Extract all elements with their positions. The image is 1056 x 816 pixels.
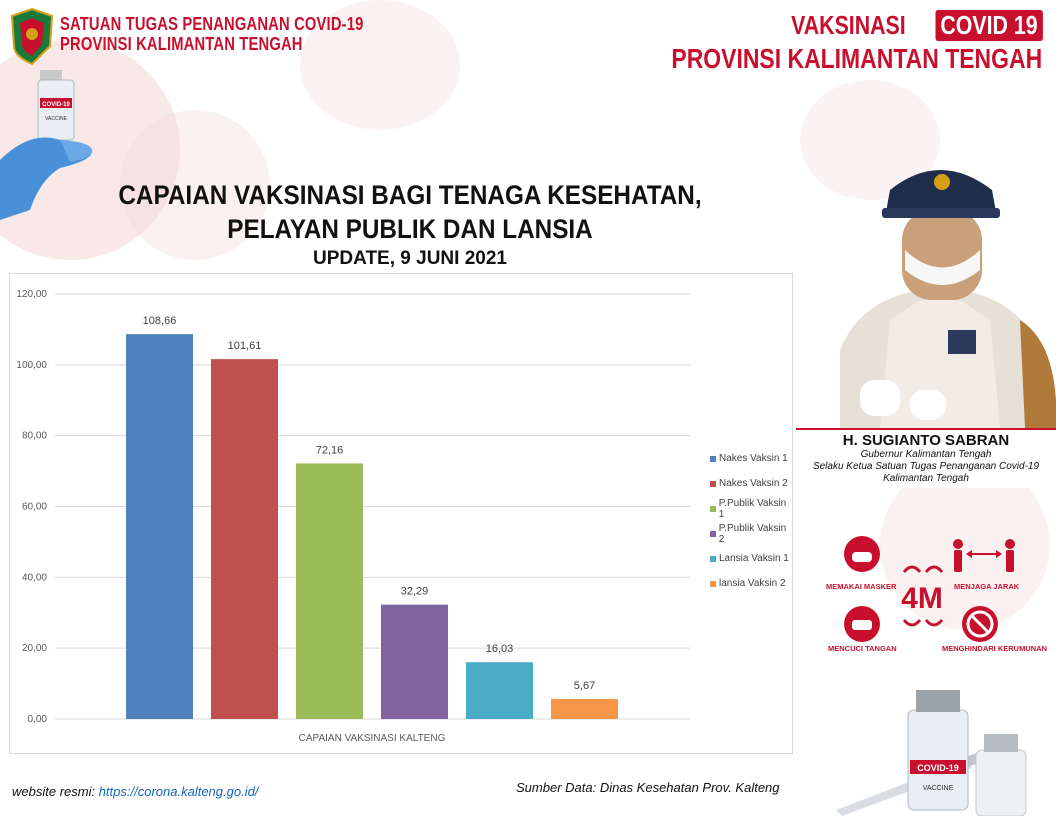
header-province: PROVINSI KALIMANTAN TENGAH	[671, 43, 1042, 74]
y-tick-label: 120,00	[16, 289, 47, 300]
update-date: UPDATE, 9 JUNI 2021	[313, 248, 507, 269]
vaccine-vial-label-2: VACCINE	[45, 116, 68, 122]
bar-lansia-vaksin-1	[466, 662, 533, 719]
y-tick-label: 0,00	[28, 714, 48, 725]
legend-swatch	[710, 555, 716, 562]
legend-label: Nakes Vaksin 1	[719, 453, 788, 464]
vaccine-hand-illustration: COVID-19 VACCINE	[0, 70, 93, 220]
governor-role-3: Kalimantan Tengah	[883, 473, 969, 484]
data-label: 16,03	[486, 643, 514, 655]
legend-item: P.Publik Vaksin 1	[710, 496, 792, 521]
legend-label: lansia Vaksin 2	[719, 578, 786, 589]
legend-label: Lansia Vaksin 1	[719, 553, 789, 564]
legend-swatch	[710, 580, 716, 587]
legend-swatch	[710, 455, 716, 462]
website-info: website resmi: https://corona.kalteng.go…	[12, 784, 258, 799]
y-tick-label: 40,00	[22, 572, 47, 583]
protocol-distance-label: MENJAGA JARAK	[954, 582, 1020, 591]
data-label: 5,67	[574, 680, 595, 692]
governor-portrait	[840, 170, 1056, 428]
bar-p-publik-vaksin-1	[296, 463, 363, 719]
y-tick-label: 80,00	[22, 431, 47, 442]
legend-label: P.Publik Vaksin 2	[718, 522, 787, 545]
org-title-line1: SATUAN TUGAS PENANGANAN COVID-19	[60, 14, 364, 34]
background-virus-blob	[300, 0, 460, 130]
governor-caption: H. SUGIANTO SABRAN Gubernur Kalimantan T…	[796, 428, 1056, 488]
y-tick-label: 60,00	[22, 502, 47, 513]
legend-item: Lansia Vaksin 1	[710, 546, 792, 571]
legend-swatch	[710, 530, 716, 537]
x-category-label: CAPAIAN VAKSINASI KALTENG	[299, 733, 446, 744]
governor-role-1: Gubernur Kalimantan Tengah	[860, 449, 992, 460]
data-label: 108,66	[143, 315, 177, 327]
chart-title-line2: PELAYAN PUBLIK DAN LANSIA	[227, 214, 593, 244]
protocol-wash-label: MENCUCI TANGAN	[828, 644, 897, 653]
background-virus-blob	[880, 460, 1050, 630]
header-vaksinasi: VAKSINASI	[790, 10, 906, 40]
bar-chart: 0,00 20,00 40,00 60,00 80,00 100,00 120,00 108,…	[16, 289, 690, 744]
protocol-crowd-label: MENGHINDARI KERUMUNAN	[942, 644, 1047, 653]
legend-item: P.Publik Vaksin 2	[710, 521, 792, 546]
governor-name: H. SUGIANTO SABRAN	[842, 432, 1010, 449]
background-virus-blob	[120, 110, 270, 260]
bar-nakes-vaksin-1	[126, 334, 193, 719]
data-label: 101,61	[228, 340, 262, 352]
arrow-icon	[902, 565, 944, 627]
vaccine-bottom-label-2: VACCINE	[923, 785, 954, 792]
legend-label: Nakes Vaksin 2	[719, 478, 788, 489]
chart-legend: Nakes Vaksin 1 Nakes Vaksin 2 P.Publik Vak…	[710, 446, 792, 596]
legend-label: P.Publik Vaksin 1	[718, 497, 787, 520]
protocol-mask-label: MEMAKAI MASKER	[826, 582, 897, 591]
distance-icon	[953, 539, 1015, 572]
legend-item: Nakes Vaksin 2	[710, 471, 792, 496]
protocol-4m-text: 4M	[901, 582, 943, 615]
chart-title-line1: CAPAIAN VAKSINASI BAGI TENAGA KESEHATAN,	[118, 180, 702, 210]
legend-swatch	[710, 480, 716, 487]
data-label: 72,16	[316, 444, 344, 456]
vaccine-syringe-illustration: COVID-19 VACCINE	[836, 690, 1027, 816]
bar-nakes-vaksin-2	[211, 359, 278, 719]
org-title: SATUAN TUGAS PENANGANAN COVID-19 PROVINS…	[60, 14, 430, 54]
province-logo	[10, 8, 54, 66]
website-link[interactable]: https://corona.kalteng.go.id/	[98, 784, 259, 799]
legend-item: lansia Vaksin 2	[710, 571, 792, 596]
legend-swatch	[710, 505, 716, 512]
governor-role-2: Selaku Ketua Satuan Tugas Penanganan Cov…	[812, 461, 1040, 472]
y-tick-label: 20,00	[22, 643, 47, 654]
chart-title: CAPAIAN VAKSINASI BAGI TENAGA KESEHATAN,…	[30, 178, 790, 246]
org-title-line2: PROVINSI KALIMANTAN TENGAH	[60, 34, 303, 54]
header-right: VAKSINASI COVID 19 PROVINSI KALIMANTAN T…	[590, 10, 1042, 75]
website-label: website resmi:	[12, 784, 96, 799]
data-source: Sumber Data: Dinas Kesehatan Prov. Kalte…	[516, 780, 780, 795]
data-label: 32,29	[401, 586, 429, 598]
health-protocol-4m: 4M MEMAKAI MASKER MENJAGA JARAK MENCUCI …	[822, 532, 1047, 656]
vaccine-vial-label: COVID-19	[42, 102, 70, 108]
bar-p-publik-vaksin-2	[381, 604, 448, 719]
chart-area: 0,00 20,00 40,00 60,00 80,00 100,00 120,00 108,…	[9, 273, 793, 754]
header-covid-badge: COVID 19	[934, 10, 1042, 41]
y-tick-label: 100,00	[16, 360, 47, 371]
protocol-icons: 4M	[844, 536, 1015, 642]
bar-lansia-vaksin-2	[551, 698, 618, 719]
vaccine-bottom-label: COVID-19	[917, 763, 959, 773]
legend-item: Nakes Vaksin 1	[710, 446, 792, 471]
